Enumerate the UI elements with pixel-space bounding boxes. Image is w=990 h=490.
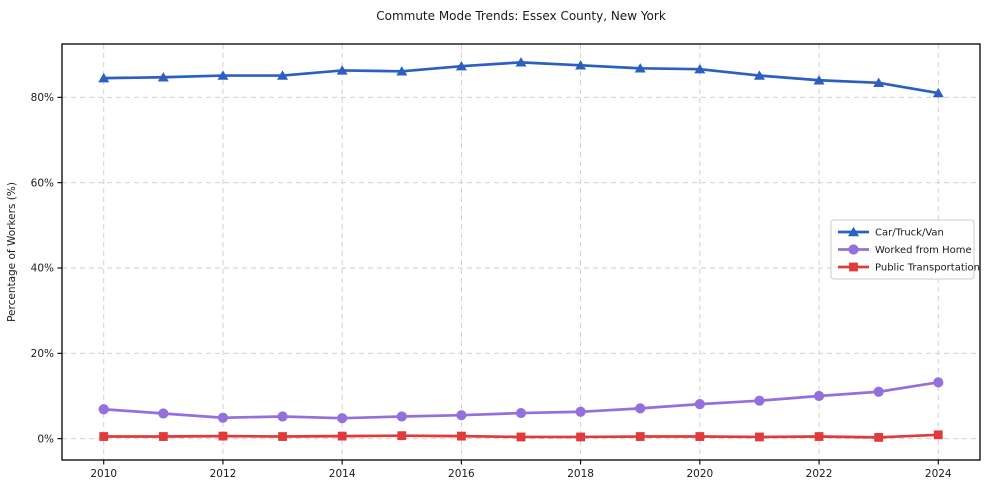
series-car-truck-van [98,57,944,98]
circle-marker [515,407,527,419]
x-tick-label: 2010 [90,468,117,480]
triangle-marker [157,72,169,82]
triangle-marker [455,60,467,71]
legend-label: Car/Truck/Van [875,228,944,239]
circle-marker [635,403,646,414]
y-axis-label: Percentage of Workers (%) [6,182,18,322]
circle-marker [848,244,859,255]
series-public-transportation [99,430,943,442]
x-tick-label: 2012 [210,468,237,480]
legend-box [830,219,975,280]
triangle-marker [575,60,587,70]
series-line [102,60,940,95]
plot-border [61,43,981,461]
series-layer [98,57,944,442]
square-marker [849,262,858,272]
square-marker [576,432,586,442]
x-tick-label: 2014 [329,468,356,480]
circle-marker [98,404,109,415]
triangle-marker [634,63,646,73]
axes-layer [57,43,981,465]
circle-marker [456,410,467,421]
square-marker [337,431,347,441]
square-marker [456,431,466,441]
chart-title: Commute Mode Trends: Essex County, New Y… [376,9,666,23]
x-axis-tick-labels: 2010 2012 2014 2016 2018 2020 2022 2024 [90,468,952,480]
y-tick-label: 40% [31,263,54,275]
y-axis-tick-labels: 0% 20% 40% 60% 80% [31,92,54,445]
triangle-marker [277,70,289,80]
x-tick-label: 2022 [806,468,833,480]
triangle-marker [217,70,229,80]
circle-marker [933,377,944,388]
square-marker [99,432,109,441]
triangle-marker [813,75,825,85]
circle-marker [694,399,705,410]
square-marker [695,432,705,441]
triangle-marker [932,87,944,98]
triangle-marker [873,77,885,88]
triangle-marker [515,57,527,67]
circle-marker [813,390,825,402]
circle-marker [396,411,407,422]
circle-marker [337,413,348,424]
y-tick-label: 80% [31,92,54,104]
circle-marker [158,408,169,419]
square-marker [218,431,228,441]
square-marker [755,432,764,442]
square-marker [814,432,824,441]
square-marker [516,432,526,442]
triangle-marker [753,70,765,80]
square-marker [874,432,884,442]
circle-marker [277,411,288,422]
legend-item-public-transportation: Public Transportation [838,263,980,274]
triangle-marker [396,66,408,76]
triangle-marker [848,226,859,237]
x-tick-label: 2024 [925,468,952,480]
y-tick-label: 60% [31,177,54,189]
triangle-marker [336,65,348,75]
circle-marker [217,412,229,423]
legend-label: Worked from Home [875,245,972,256]
x-tick-label: 2020 [686,468,713,480]
square-marker [397,431,407,441]
circle-marker [754,395,765,406]
legend-item-car-truck-van: Car/Truck/Van [838,226,944,239]
legend-item-worked-from-home: Worked from Home [838,244,972,256]
series-worked-from-home [98,377,944,424]
y-tick-label: 0% [37,433,54,445]
square-marker [933,430,943,440]
square-marker [278,432,287,441]
square-marker [158,432,168,441]
square-marker [635,432,645,441]
triangle-marker [694,63,706,74]
triangle-marker [98,72,110,83]
circle-marker [575,406,586,417]
y-tick-label: 20% [31,348,54,360]
legend-label: Public Transportation [875,263,980,274]
x-tick-label: 2016 [448,468,475,480]
circle-marker [873,386,884,397]
gridlines-layer [62,44,980,460]
legend: Car/Truck/Van Worked from Home Public Tran… [830,219,980,280]
x-tick-label: 2018 [567,468,594,480]
